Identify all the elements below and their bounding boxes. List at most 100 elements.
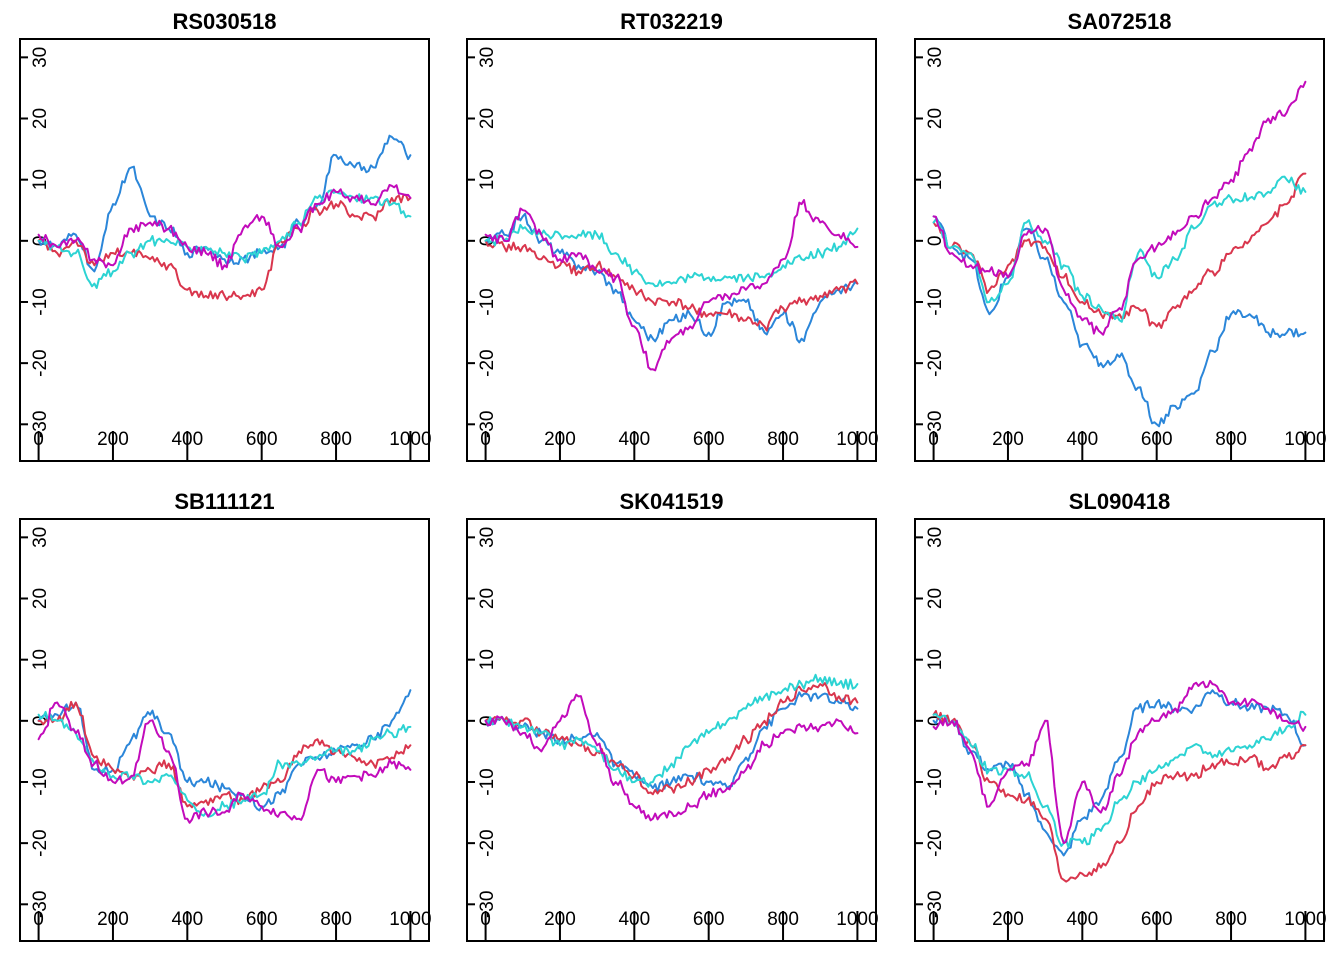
x-tick-label: 200 xyxy=(544,429,576,450)
x-tick-label: 600 xyxy=(693,909,725,930)
y-tick-label: 10 xyxy=(30,649,51,670)
panel-title: SK041519 xyxy=(620,489,724,514)
series-line-4 xyxy=(932,80,1307,336)
y-tick-label: 10 xyxy=(925,649,946,670)
y-tick-label: -30 xyxy=(30,891,51,918)
series-line-1 xyxy=(932,689,1307,857)
plot-frame xyxy=(914,38,1325,462)
y-tick-label: 20 xyxy=(30,588,51,609)
series-line-2 xyxy=(932,710,1307,883)
series-line-2 xyxy=(37,700,412,809)
series-line-2 xyxy=(484,239,859,332)
panel-title: SA072518 xyxy=(1068,9,1172,34)
y-tick-label: -30 xyxy=(477,411,498,438)
y-tick-label: -30 xyxy=(925,411,946,438)
series-line-2 xyxy=(932,172,1307,329)
plot-frame xyxy=(466,518,877,942)
series-line-1 xyxy=(932,215,1307,428)
x-tick-label: 1000 xyxy=(1284,909,1326,930)
panel-3: SA072518 0 200 400 600 800 1000 -30 -20 -10 0 10 20 3… xyxy=(914,9,1327,462)
y-tick-label: 20 xyxy=(477,588,498,609)
y-tick-label: -10 xyxy=(477,768,498,795)
series-line-4 xyxy=(932,679,1307,845)
y-tick-label: -30 xyxy=(30,411,51,438)
x-tick-label: 1000 xyxy=(836,429,878,450)
series-line-3 xyxy=(37,189,412,289)
series-line-3 xyxy=(484,223,859,288)
panel-title: SL090418 xyxy=(1069,489,1171,514)
y-tick-label: 10 xyxy=(477,649,498,670)
x-tick-label: 600 xyxy=(246,909,278,930)
y-tick-label: -20 xyxy=(925,349,946,376)
x-tick-label: 800 xyxy=(1215,429,1247,450)
y-tick-label: 30 xyxy=(30,47,51,68)
plot-frame xyxy=(19,518,430,942)
series-line-3 xyxy=(484,673,859,788)
x-tick-label: 1000 xyxy=(1284,429,1326,450)
x-tick-label: 800 xyxy=(767,909,799,930)
y-tick-label: -20 xyxy=(30,829,51,856)
y-tick-label: -10 xyxy=(30,288,51,315)
plot-frame xyxy=(914,518,1325,942)
y-tick-label: -10 xyxy=(925,768,946,795)
x-tick-label: 200 xyxy=(544,909,576,930)
x-tick-label: 400 xyxy=(618,429,650,450)
y-tick-label: 10 xyxy=(477,169,498,190)
panel-title: SB111121 xyxy=(174,489,274,514)
x-tick-label: 400 xyxy=(171,429,203,450)
y-tick-label: 20 xyxy=(30,108,51,129)
x-tick-label: 600 xyxy=(693,429,725,450)
y-tick-label: -20 xyxy=(477,349,498,376)
x-tick-label: 1000 xyxy=(836,909,878,930)
y-tick-label: -10 xyxy=(477,288,498,315)
x-tick-label: 600 xyxy=(1141,909,1173,930)
y-tick-label: -10 xyxy=(30,768,51,795)
x-tick-label: 400 xyxy=(1066,909,1098,930)
y-tick-label: -20 xyxy=(477,829,498,856)
y-tick-label: 30 xyxy=(477,47,498,68)
x-tick-label: 0 xyxy=(928,909,939,930)
y-tick-label: 0 xyxy=(925,716,946,727)
y-tick-label: 10 xyxy=(30,169,51,190)
x-tick-label: 200 xyxy=(97,429,129,450)
x-tick-label: 0 xyxy=(33,909,44,930)
panel-title: RT032219 xyxy=(620,9,723,34)
x-tick-label: 0 xyxy=(928,429,939,450)
y-tick-label: 30 xyxy=(925,47,946,68)
x-tick-label: 1000 xyxy=(389,429,431,450)
plot-frame xyxy=(466,38,877,462)
x-tick-label: 600 xyxy=(246,429,278,450)
x-tick-label: 0 xyxy=(33,429,44,450)
x-tick-label: 400 xyxy=(171,909,203,930)
series-line-3 xyxy=(37,710,412,818)
panel-title: RS030518 xyxy=(173,9,277,34)
x-tick-label: 800 xyxy=(767,429,799,450)
y-tick-label: -30 xyxy=(925,891,946,918)
y-tick-label: -20 xyxy=(30,349,51,376)
series-line-1 xyxy=(37,134,412,273)
series-line-4 xyxy=(37,184,412,271)
x-tick-label: 200 xyxy=(992,909,1024,930)
series-line-4 xyxy=(484,693,859,822)
y-tick-label: 10 xyxy=(925,169,946,190)
x-tick-label: 200 xyxy=(97,909,129,930)
x-tick-label: 200 xyxy=(992,429,1024,450)
x-tick-label: 800 xyxy=(320,429,352,450)
series-line-2 xyxy=(484,682,859,796)
y-tick-label: 30 xyxy=(30,527,51,548)
series-line-4 xyxy=(37,701,412,824)
x-tick-label: 1000 xyxy=(389,909,431,930)
x-tick-label: 0 xyxy=(480,909,491,930)
x-tick-label: 600 xyxy=(1141,429,1173,450)
y-tick-label: 20 xyxy=(477,108,498,129)
y-tick-label: -30 xyxy=(477,891,498,918)
series-line-3 xyxy=(932,175,1307,323)
y-tick-label: -20 xyxy=(925,829,946,856)
series-line-1 xyxy=(484,691,859,793)
x-tick-label: 400 xyxy=(618,909,650,930)
